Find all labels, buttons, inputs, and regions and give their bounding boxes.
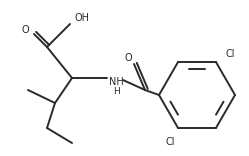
- Text: O: O: [124, 53, 132, 63]
- Text: Cl: Cl: [225, 49, 235, 59]
- Text: NH: NH: [109, 77, 123, 87]
- Text: Cl: Cl: [165, 137, 175, 147]
- Text: O: O: [21, 25, 29, 35]
- Text: OH: OH: [74, 13, 89, 23]
- Text: H: H: [113, 86, 119, 95]
